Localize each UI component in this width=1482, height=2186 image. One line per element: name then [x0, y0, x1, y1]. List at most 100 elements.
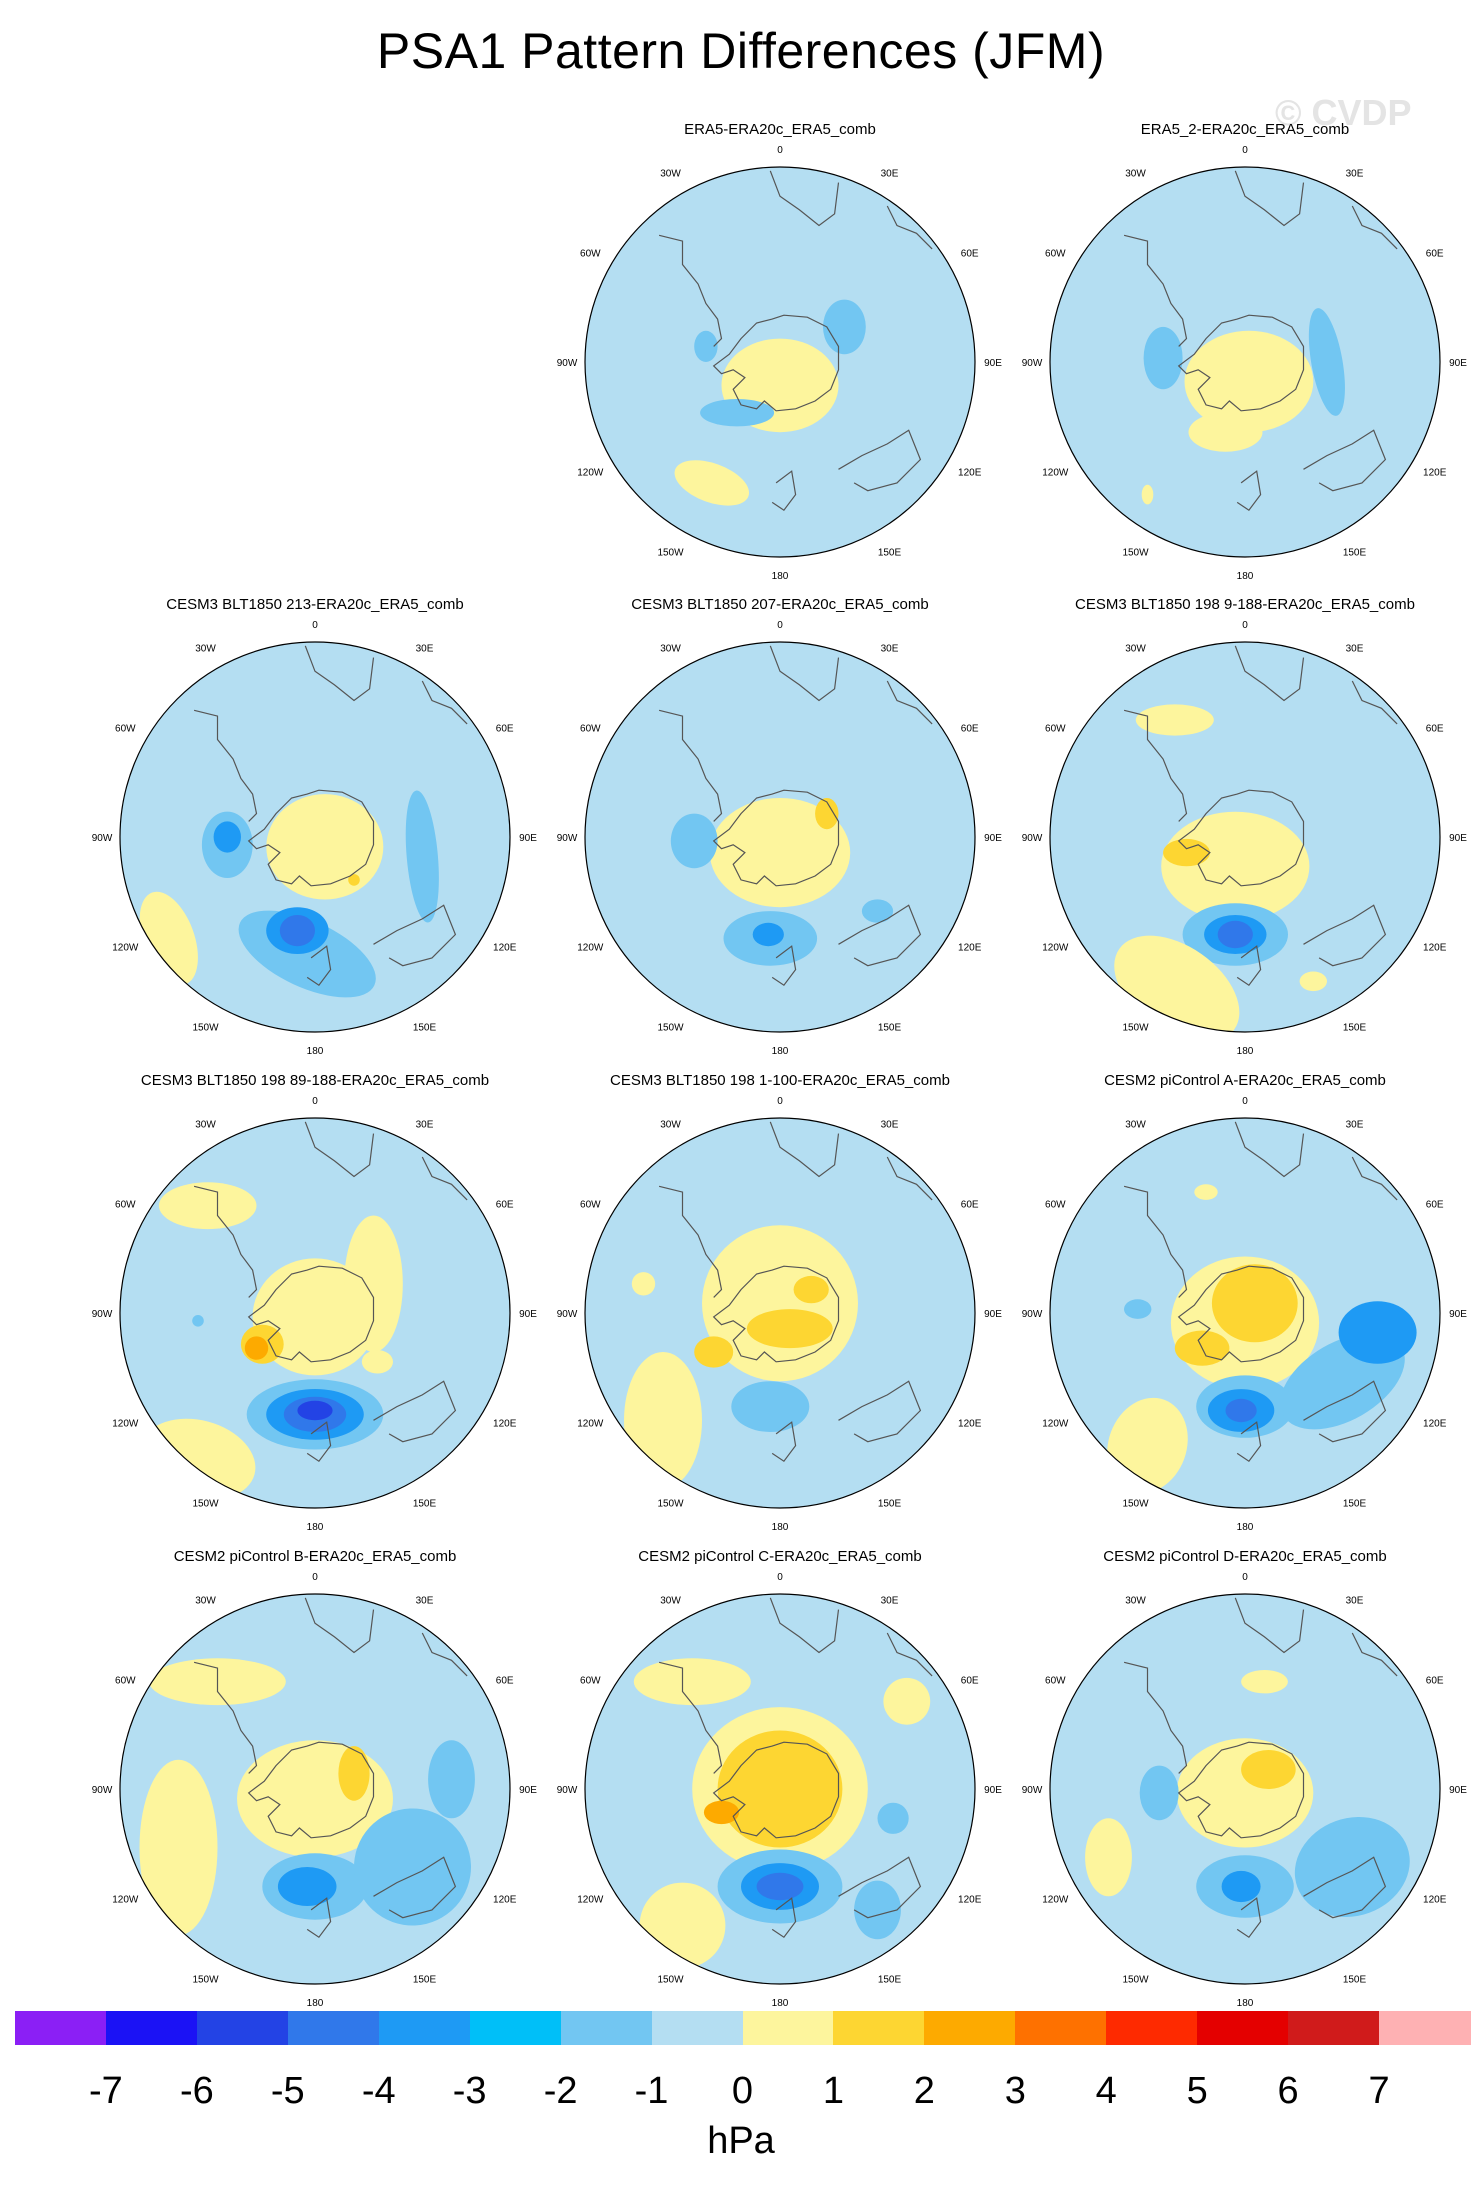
- longitude-label: 120E: [958, 943, 982, 954]
- contour-pos2: [348, 874, 360, 886]
- longitude-label: 180: [307, 1046, 324, 1057]
- map-panel: CESM2 piControl C-ERA20c_ERA5_comb 0 30E 60…: [545, 1548, 1015, 2024]
- colorbar-tick-label: -7: [89, 2070, 123, 2112]
- longitude-label: 30E: [1346, 1119, 1364, 1130]
- map-border: [119, 1117, 511, 1509]
- contour-pos1: [139, 1759, 218, 1936]
- coastline: [304, 1597, 375, 1654]
- longitude-label: 60E: [1426, 724, 1444, 735]
- longitude-label: 60W: [1045, 724, 1066, 735]
- longitude-label: 180: [307, 1522, 324, 1533]
- longitude-label: 30W: [195, 1119, 216, 1130]
- longitude-label: 120E: [1423, 1895, 1447, 1906]
- contour-neg1: [861, 899, 894, 923]
- polar-map: 0 30E 60E 90E 120E 150E 180 150W 120W 90W 60W 30W: [557, 1572, 1003, 2009]
- longitude-label: 60E: [961, 1200, 979, 1211]
- coastline: [306, 1897, 332, 1939]
- longitude-label: 120E: [958, 1419, 982, 1430]
- coastline: [838, 429, 922, 492]
- longitude-label: 150E: [878, 1975, 902, 1986]
- longitude-label: 0: [1242, 145, 1248, 156]
- colorbar-tick-label: -2: [543, 2070, 578, 2112]
- longitude-label: 150W: [192, 1499, 219, 1510]
- longitude-label: 90W: [1022, 833, 1043, 844]
- coastline: [1303, 904, 1387, 967]
- longitude-label: 0: [312, 1096, 318, 1107]
- contour-pos2: [746, 1309, 833, 1349]
- longitude-label: 150E: [413, 1023, 437, 1034]
- longitude-label: 150W: [657, 1975, 684, 1986]
- coastline: [886, 205, 933, 250]
- antarctica-coastline: [712, 1265, 840, 1363]
- longitude-label: 30W: [1125, 1119, 1146, 1130]
- map-border: [584, 166, 976, 558]
- coastline: [1236, 1897, 1262, 1939]
- contour-pos1: [631, 1272, 656, 1296]
- colorbar-swatch: [742, 2011, 834, 2045]
- coastline: [421, 1632, 468, 1677]
- map-border: [1049, 1593, 1441, 1985]
- longitude-label: 30E: [416, 1595, 434, 1606]
- coastline: [193, 709, 258, 822]
- contour-neg1: [731, 1381, 810, 1432]
- colorbar-swatch: [651, 2011, 743, 2045]
- longitude-label: 90E: [1449, 358, 1467, 369]
- contour-neg1: [192, 1315, 204, 1327]
- longitude-label: 150W: [657, 548, 684, 559]
- contour-pos1: [1161, 811, 1310, 921]
- longitude-label: 60E: [1426, 1200, 1444, 1211]
- longitude-label: 150W: [657, 1023, 684, 1034]
- contour-neg1: [1124, 1299, 1152, 1319]
- longitude-label: 30E: [881, 1119, 899, 1130]
- contour-pos1: [158, 1182, 257, 1230]
- map-panel: CESM2 piControl B-ERA20c_ERA5_comb 0 30E 60…: [80, 1548, 550, 2024]
- contour-neg1: [877, 1802, 909, 1834]
- coastline: [658, 1185, 723, 1298]
- longitude-label: 90W: [92, 833, 113, 844]
- colorbar: [15, 2011, 1471, 2045]
- panel-title: CESM3 BLT1850 213-ERA20c_ERA5_comb: [166, 596, 464, 613]
- figure-title: PSA1 Pattern Differences (JFM): [376, 23, 1106, 79]
- longitude-label: 60W: [1045, 1200, 1066, 1211]
- map-panel: CESM2 piControl D-ERA20c_ERA5_comb 0 30E 60…: [1010, 1548, 1480, 2024]
- coastline: [1234, 645, 1305, 702]
- coastline: [373, 904, 457, 967]
- colorbar-swatch: [1197, 2011, 1289, 2045]
- longitude-label: 90E: [1449, 1785, 1467, 1796]
- longitude-label: 180: [1237, 1998, 1254, 2009]
- longitude-label: 150W: [192, 1975, 219, 1986]
- longitude-label: 30W: [1125, 1595, 1146, 1606]
- watermark: © CVDP: [1275, 92, 1412, 133]
- longitude-label: 30W: [660, 168, 681, 179]
- antarctica-coastline: [712, 1741, 840, 1839]
- longitude-label: 30E: [416, 1119, 434, 1130]
- coastline: [1351, 1156, 1398, 1201]
- longitude-label: 120W: [577, 1419, 604, 1430]
- panel-title: CESM2 piControl C-ERA20c_ERA5_comb: [638, 1548, 922, 1565]
- longitude-label: 30W: [660, 1119, 681, 1130]
- antarctica-coastline: [247, 789, 375, 887]
- map-border: [584, 1117, 976, 1509]
- antarctica-coastline: [1177, 1265, 1305, 1363]
- longitude-label: 60E: [496, 1676, 514, 1687]
- longitude-label: 180: [1237, 571, 1254, 582]
- longitude-label: 150E: [1343, 1975, 1367, 1986]
- longitude-label: 60W: [580, 1200, 601, 1211]
- coastline: [769, 645, 840, 702]
- colorbar-swatch: [1379, 2011, 1471, 2045]
- longitude-label: 150W: [1122, 1975, 1149, 1986]
- colorbar-tick-label: -6: [179, 2070, 214, 2112]
- longitude-label: 180: [772, 571, 789, 582]
- longitude-label: 60W: [580, 249, 601, 260]
- contour-neg2: [213, 821, 241, 853]
- coastline: [1236, 945, 1262, 987]
- coastline: [1123, 234, 1188, 347]
- longitude-label: 30W: [1125, 168, 1146, 179]
- contour-pos1: [1135, 704, 1214, 736]
- longitude-label: 30W: [1125, 643, 1146, 654]
- colorbar-swatch: [833, 2011, 925, 2045]
- polar-map: 0 30E 60E 90E 120E 150E 180 150W 120W 90W 60W 30W: [92, 1096, 538, 1533]
- contour-neg1: [1308, 308, 1345, 416]
- panel-title: CESM2 piControl A-ERA20c_ERA5_comb: [1104, 1072, 1386, 1089]
- coastline: [838, 904, 922, 967]
